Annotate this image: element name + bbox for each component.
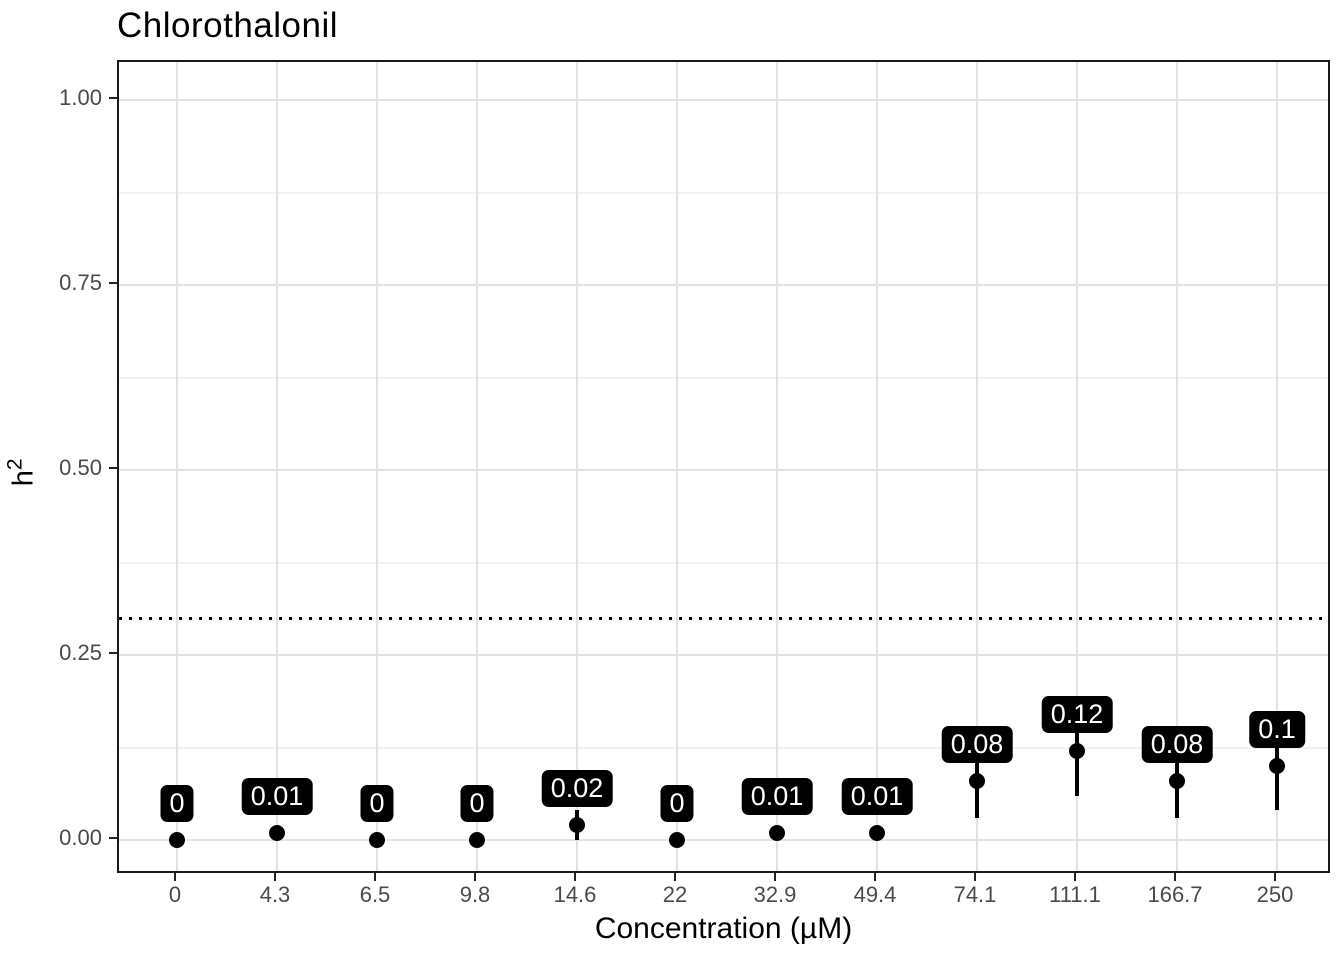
v-gridline [1076, 62, 1078, 871]
point-label: 0.02 [541, 770, 613, 808]
v-gridline [976, 62, 978, 871]
y-tick-label: 0.25 [59, 640, 102, 665]
x-tick [1074, 873, 1076, 881]
point-label: 0 [460, 785, 494, 822]
data-point [769, 824, 785, 841]
x-tick-label: 9.8 [459, 882, 491, 907]
x-tick [774, 873, 776, 881]
point-label: 0.01 [841, 777, 913, 815]
x-tick-label: 250 [1256, 882, 1294, 907]
h-gridline-major [119, 839, 1328, 841]
x-tick [1174, 873, 1176, 881]
x-tick-label: 74.1 [953, 882, 997, 907]
x-tick-label: 6.5 [359, 882, 391, 907]
x-tick-label: 4.3 [259, 882, 291, 907]
x-tick-label: 166.7 [1147, 882, 1203, 907]
data-point [369, 832, 385, 848]
x-tick [474, 873, 476, 881]
data-point [1169, 772, 1185, 789]
h-gridline-minor [119, 561, 1328, 564]
v-gridline [276, 62, 278, 871]
y-tick-label: 0.00 [59, 825, 102, 850]
point-label: 0 [160, 785, 194, 822]
data-point [269, 824, 285, 841]
point-label: 0 [360, 785, 394, 822]
h-gridline-major [119, 99, 1328, 101]
point-label: 0.08 [941, 725, 1013, 763]
data-point [169, 832, 185, 848]
y-tick [109, 467, 117, 469]
point-label: 0 [660, 785, 694, 822]
h-gridline-major [119, 654, 1328, 656]
x-tick [174, 873, 176, 881]
v-gridline [1276, 62, 1278, 871]
point-label: 0.08 [1141, 725, 1213, 763]
data-point [669, 832, 685, 848]
x-tick-label: 49.4 [853, 882, 897, 907]
data-point [569, 817, 585, 834]
x-tick [974, 873, 976, 881]
v-gridline [676, 62, 678, 871]
v-gridline [776, 62, 778, 871]
x-axis-title: Concentration (µM) [594, 912, 853, 945]
x-tick-label: 32.9 [753, 882, 797, 907]
x-tick [874, 873, 876, 881]
data-point [1269, 758, 1285, 774]
x-tick [674, 873, 676, 881]
data-point [869, 824, 885, 841]
point-label: 0.12 [1041, 696, 1113, 734]
h-gridline-major [119, 469, 1328, 471]
x-tick-label: 111.1 [1049, 882, 1101, 907]
point-label: 0.1 [1249, 711, 1305, 748]
v-gridline [476, 62, 478, 871]
x-tick [1274, 873, 1276, 881]
v-gridline [1176, 62, 1178, 871]
x-tick-label: 0 [168, 882, 182, 907]
y-tick [109, 837, 117, 839]
x-tick [274, 873, 276, 881]
data-point [969, 772, 985, 789]
threshold-dotted-line [119, 616, 1328, 620]
x-tick [574, 873, 576, 881]
data-point [469, 832, 485, 848]
plot-title: Chlorothalonil [117, 6, 339, 45]
x-tick-label: 22 [662, 882, 688, 907]
x-tick [374, 873, 376, 881]
point-label: 0.01 [741, 777, 813, 815]
x-tick-label: 14.6 [553, 882, 597, 907]
point-label: 0.01 [241, 777, 313, 815]
h-gridline-minor [119, 376, 1328, 379]
h-gridline-minor [119, 746, 1328, 749]
y-tick [109, 97, 117, 99]
y-tick [109, 652, 117, 654]
h-gridline-major [119, 284, 1328, 286]
plot-panel: 0 0.01 0 0 0.02 0 0.01 0.01 0.08 0.12 0.08 0.1 [117, 60, 1330, 873]
v-gridline [176, 62, 178, 871]
h-gridline-minor [119, 191, 1328, 194]
y-tick [109, 282, 117, 284]
y-tick-label: 0.75 [59, 270, 102, 295]
v-gridline [376, 62, 378, 871]
v-gridline [576, 62, 578, 871]
v-gridline [876, 62, 878, 871]
y-tick-label: 0.50 [59, 455, 102, 480]
y-tick-label: 1.00 [59, 85, 102, 110]
data-point [1069, 743, 1085, 760]
